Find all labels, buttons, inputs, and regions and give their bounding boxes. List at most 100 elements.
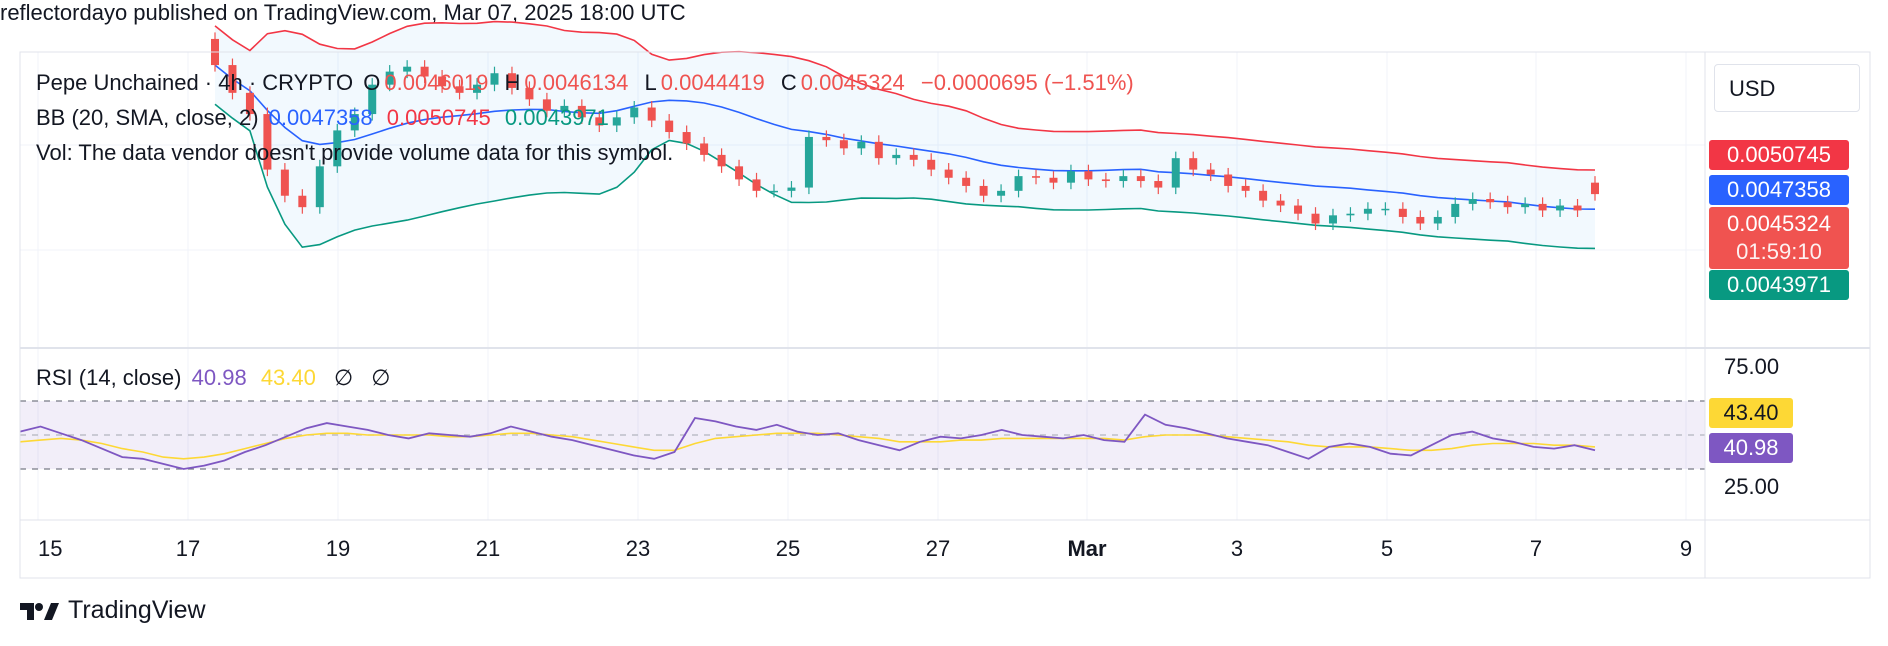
candle-body bbox=[630, 107, 639, 118]
candle-body bbox=[385, 71, 394, 85]
candle-body bbox=[1398, 208, 1407, 217]
candle-body bbox=[1433, 216, 1442, 224]
candle-body bbox=[822, 136, 831, 141]
rsi-legend: RSI (14, close) 40.98 43.40 ∅ ∅ bbox=[36, 365, 394, 391]
grid-lines bbox=[20, 52, 1705, 520]
change-value: −0.0000695 (−1.51%) bbox=[920, 70, 1134, 95]
brand-name: TradingView bbox=[68, 596, 206, 624]
candle-body bbox=[1276, 200, 1285, 206]
candle-body bbox=[979, 185, 988, 196]
rsi-tag: 40.98 bbox=[1709, 433, 1793, 463]
x-tick-label: 5 bbox=[1381, 536, 1393, 561]
candle-body bbox=[560, 105, 569, 111]
candle-body bbox=[1259, 190, 1268, 201]
bb-lower-value: 0.0043971 bbox=[504, 105, 609, 130]
candle-body bbox=[1328, 215, 1337, 224]
candle-body bbox=[1294, 205, 1303, 214]
bollinger-bands bbox=[214, 20, 1596, 250]
candle-body bbox=[1171, 158, 1180, 188]
candle-body bbox=[1381, 208, 1390, 211]
candle-body bbox=[804, 136, 813, 188]
candle-body bbox=[1416, 216, 1425, 224]
last-price-tag: 0.0045324 01:59:10 bbox=[1709, 207, 1849, 269]
rsi-label[interactable]: RSI (14, close) bbox=[36, 365, 182, 390]
publisher-credit: reflectordayo published on TradingView.c… bbox=[0, 0, 686, 25]
candle-body bbox=[700, 143, 709, 155]
candle-body bbox=[682, 132, 691, 144]
candle-body bbox=[717, 154, 726, 167]
candle-body bbox=[368, 84, 377, 115]
bb-label[interactable]: BB (20, SMA, close, 2) bbox=[36, 105, 259, 130]
tradingview-logo-icon bbox=[20, 602, 59, 620]
candle-body bbox=[735, 166, 744, 180]
symbol-label[interactable]: Pepe Unchained · 4h · CRYPTO bbox=[36, 70, 354, 95]
currency-selector[interactable]: USD bbox=[1714, 64, 1860, 112]
candle-body bbox=[769, 190, 778, 193]
candle-body bbox=[420, 66, 429, 77]
candle-body bbox=[333, 130, 342, 167]
x-tick-label: 9 bbox=[1680, 536, 1692, 561]
candle-body bbox=[892, 154, 901, 159]
low-label: L bbox=[644, 70, 657, 95]
candle-body bbox=[298, 195, 307, 208]
candle-body bbox=[787, 187, 796, 191]
tradingview-logo[interactable]: TradingView bbox=[20, 596, 206, 625]
volume-note: Vol: The data vendor doesn't provide vol… bbox=[36, 140, 674, 165]
bb-legend: BB (20, SMA, close, 2) 0.0047358 0.00507… bbox=[36, 105, 613, 131]
candle-body bbox=[1346, 213, 1355, 216]
high-value: 0.0046134 bbox=[524, 70, 629, 95]
candle-body bbox=[1206, 169, 1215, 175]
x-tick-label: 3 bbox=[1231, 536, 1243, 561]
candle-body bbox=[1241, 185, 1250, 191]
rsi-line bbox=[19, 413, 1596, 470]
candle-body bbox=[1084, 171, 1093, 180]
candle-body bbox=[665, 120, 674, 133]
candle-body bbox=[1224, 174, 1233, 186]
candle-body bbox=[1451, 203, 1460, 217]
candle-body bbox=[1136, 176, 1145, 182]
candle-body bbox=[647, 107, 656, 121]
open-label: O bbox=[363, 70, 381, 95]
candle-body bbox=[1101, 179, 1110, 182]
x-tick-label: 27 bbox=[926, 536, 950, 561]
last-price-value: 0.0045324 bbox=[1727, 211, 1831, 236]
rsi-value: 40.98 bbox=[191, 365, 247, 390]
bb-upper-tag: 0.0050745 bbox=[1709, 140, 1849, 170]
candle-body bbox=[1486, 199, 1495, 203]
candle-body bbox=[1049, 177, 1058, 183]
candle-body bbox=[997, 190, 1006, 196]
candle-body bbox=[1573, 205, 1582, 211]
candle-body bbox=[542, 99, 551, 111]
candle-body bbox=[752, 179, 761, 191]
x-tick-label: 17 bbox=[176, 536, 200, 561]
candle-body bbox=[438, 76, 447, 87]
x-tick-label: 23 bbox=[626, 536, 650, 561]
rsi-axis-top: 75.00 bbox=[1724, 354, 1780, 379]
bb-basis-tag: 0.0047358 bbox=[1709, 175, 1849, 205]
bb-lower-line bbox=[214, 103, 1596, 250]
bb-upper-value: 0.0050745 bbox=[386, 105, 491, 130]
candle-body bbox=[577, 105, 586, 118]
candle-body bbox=[874, 141, 883, 159]
rsi-na-icon-1: ∅ bbox=[334, 365, 354, 390]
candle-body bbox=[1468, 199, 1477, 204]
candle-body bbox=[280, 169, 289, 196]
rsi-ma-value: 43.40 bbox=[260, 365, 316, 390]
candle-body bbox=[350, 114, 359, 131]
candle-body bbox=[455, 86, 464, 93]
candle-body bbox=[403, 66, 412, 72]
rsi-ma-tag: 43.40 bbox=[1709, 398, 1793, 428]
candle-body bbox=[612, 117, 621, 126]
x-tick-label: 7 bbox=[1530, 536, 1542, 561]
bb-upper-line bbox=[214, 20, 1596, 171]
candle-body bbox=[1591, 182, 1599, 195]
x-tick-label: Mar bbox=[1067, 536, 1107, 561]
rsi-axis-bottom: 25.00 bbox=[1724, 474, 1780, 499]
candles-layer bbox=[211, 32, 1599, 231]
x-tick-label: 21 bbox=[476, 536, 500, 561]
volume-legend: Vol: The data vendor doesn't provide vol… bbox=[36, 140, 677, 166]
candle-body bbox=[507, 73, 516, 88]
bb-basis-value: 0.0047358 bbox=[268, 105, 373, 130]
candle-body bbox=[944, 169, 953, 178]
